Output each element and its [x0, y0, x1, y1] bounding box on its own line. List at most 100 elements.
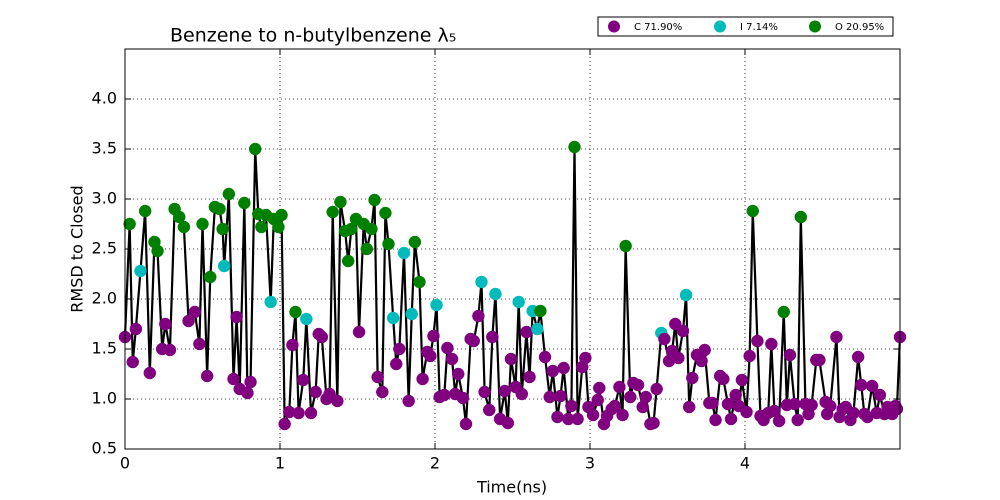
- data-point: [216, 222, 229, 236]
- data-point: [379, 206, 392, 220]
- data-point: [813, 353, 826, 367]
- legend-label: O 20.95%: [835, 22, 884, 33]
- data-point: [855, 378, 868, 392]
- data-point: [538, 350, 552, 364]
- data-point: [613, 380, 626, 394]
- x-tick-label: 3: [585, 454, 595, 473]
- data-point: [616, 408, 629, 422]
- data-point: [138, 204, 152, 218]
- data-point: [565, 399, 578, 413]
- data-point: [386, 311, 400, 325]
- data-point: [788, 397, 801, 411]
- y-tick-label: 2.0: [92, 289, 117, 308]
- legend-marker: [809, 20, 821, 33]
- data-point: [456, 391, 470, 405]
- data-point: [416, 372, 429, 386]
- data-point: [241, 386, 254, 400]
- data-point: [593, 381, 606, 395]
- data-point: [624, 390, 637, 404]
- data-point: [791, 413, 804, 427]
- data-point: [196, 217, 209, 231]
- data-point: [300, 312, 313, 326]
- data-point: [331, 394, 344, 408]
- data-point: [515, 387, 529, 401]
- data-point: [163, 343, 177, 357]
- data-point: [371, 370, 384, 384]
- data-point: [672, 351, 685, 365]
- y-tick-label: 3.5: [92, 139, 117, 158]
- data-point: [571, 412, 584, 426]
- data-point: [217, 259, 231, 273]
- y-tick-label: 1.5: [92, 339, 117, 358]
- data-point: [483, 403, 496, 417]
- data-point: [368, 193, 381, 207]
- y-tick-label: 1.0: [92, 389, 117, 408]
- data-point: [326, 205, 339, 219]
- data-point: [227, 372, 240, 386]
- data-point: [512, 295, 525, 309]
- data-point: [278, 417, 291, 431]
- data-point: [805, 398, 818, 412]
- y-tick-label: 0.5: [92, 439, 117, 458]
- data-point: [586, 408, 600, 422]
- data-point: [706, 396, 719, 410]
- data-point: [123, 217, 136, 231]
- x-tick-label: 2: [430, 454, 440, 473]
- data-point: [498, 384, 511, 398]
- data-point: [729, 388, 742, 402]
- data-point: [608, 399, 622, 413]
- data-point: [865, 379, 879, 393]
- data-point: [304, 406, 318, 420]
- data-point: [475, 275, 488, 289]
- data-point: [709, 413, 722, 427]
- data-point: [424, 349, 437, 363]
- data-point: [193, 337, 206, 351]
- data-point: [467, 334, 480, 348]
- data-point: [360, 242, 374, 256]
- data-point: [724, 412, 738, 426]
- data-point: [686, 371, 699, 385]
- data-point: [255, 220, 268, 234]
- x-tick-label: 0: [120, 454, 130, 473]
- data-point: [777, 305, 790, 319]
- data-point: [143, 366, 157, 380]
- data-point: [751, 334, 764, 348]
- data-point: [520, 325, 533, 339]
- data-point: [679, 288, 693, 302]
- x-tick-label: 1: [275, 454, 285, 473]
- legend-label: I 7.14%: [740, 22, 778, 33]
- data-point: [134, 264, 147, 278]
- data-point: [765, 337, 778, 351]
- data-point: [315, 330, 329, 344]
- legend-box: [597, 16, 894, 37]
- data-point: [126, 355, 139, 369]
- data-point: [244, 375, 257, 389]
- data-point: [824, 399, 837, 413]
- data-point: [650, 382, 663, 396]
- data-point: [159, 317, 172, 331]
- data-point: [489, 287, 502, 301]
- data-point: [472, 309, 485, 323]
- data-point: [543, 390, 556, 404]
- data-point: [568, 140, 581, 154]
- x-axis-label: Time(ns): [476, 478, 547, 497]
- data-point: [743, 349, 756, 363]
- data-point: [698, 343, 711, 357]
- data-point: [676, 324, 690, 338]
- data-point: [382, 237, 395, 251]
- data-point: [222, 187, 236, 201]
- data-point: [204, 270, 217, 284]
- data-point: [746, 204, 759, 218]
- legend-marker: [608, 20, 620, 33]
- data-point: [230, 310, 243, 324]
- data-point: [639, 390, 653, 404]
- data-point: [286, 338, 299, 352]
- data-point: [402, 394, 415, 408]
- data-point: [847, 406, 860, 420]
- y-axis-label: RMSD to Closed: [68, 185, 87, 312]
- data-point: [275, 208, 288, 222]
- data-point: [441, 341, 454, 355]
- data-point: [272, 220, 285, 234]
- data-point: [554, 389, 567, 403]
